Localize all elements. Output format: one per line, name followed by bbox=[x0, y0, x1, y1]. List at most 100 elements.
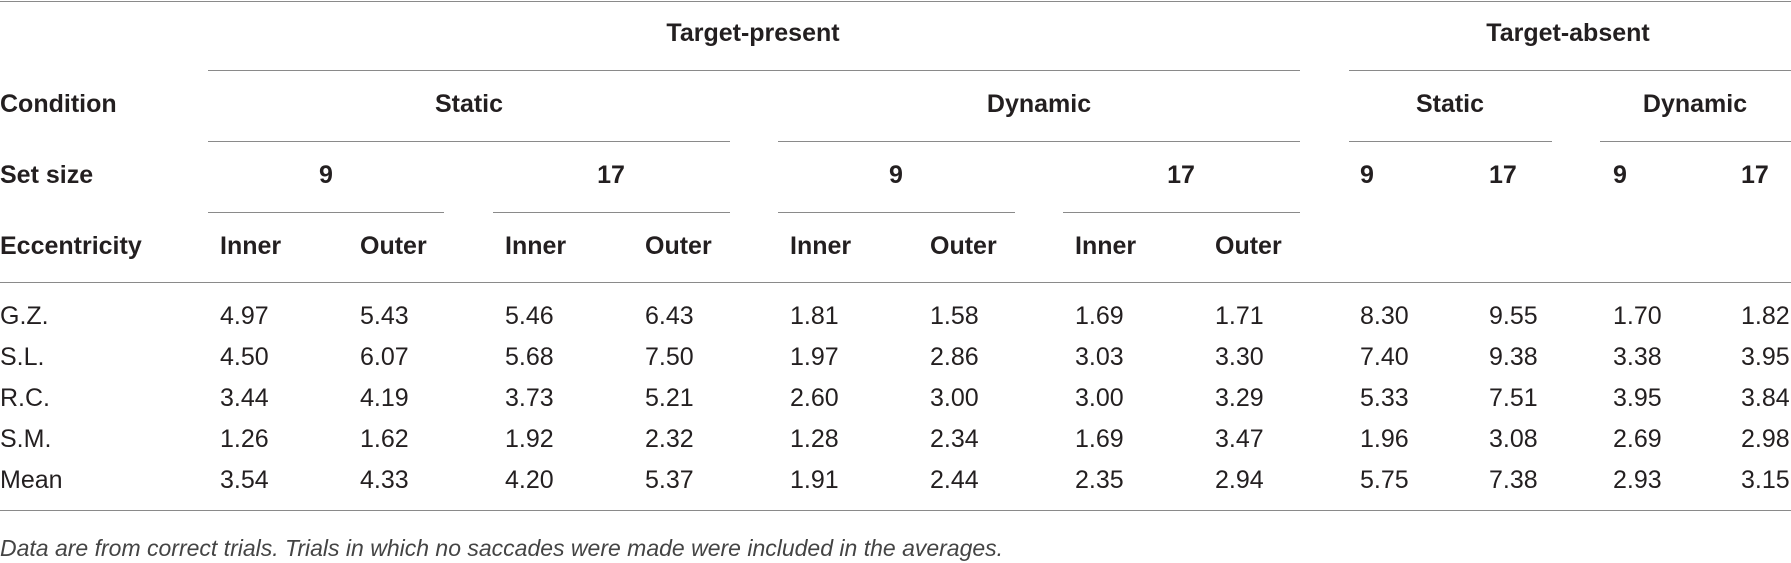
present-static-9-outer: Outer bbox=[360, 232, 427, 260]
table-cell: 1.96 bbox=[1360, 425, 1409, 453]
table-cell: 2.32 bbox=[645, 425, 694, 453]
table-cell: 1.91 bbox=[790, 466, 839, 494]
table-cell: 4.50 bbox=[220, 343, 269, 371]
table-cell: 1.82 bbox=[1741, 302, 1790, 330]
table-cell: 1.70 bbox=[1613, 302, 1662, 330]
table-row-label: S.L. bbox=[0, 343, 45, 371]
table-cell: 5.21 bbox=[645, 384, 694, 412]
table-cell: 6.43 bbox=[645, 302, 694, 330]
top-rule bbox=[0, 1, 1791, 2]
table-cell: 5.46 bbox=[505, 302, 554, 330]
table-cell: 1.81 bbox=[790, 302, 839, 330]
absent-rule bbox=[1349, 70, 1791, 71]
table-cell: 2.93 bbox=[1613, 466, 1662, 494]
table-cell: 3.00 bbox=[1075, 384, 1124, 412]
table-cell: 1.97 bbox=[790, 343, 839, 371]
table-cell: 1.58 bbox=[930, 302, 979, 330]
dynamic-9-rule bbox=[778, 212, 1015, 213]
table-cell: 3.47 bbox=[1215, 425, 1264, 453]
table-cell: 3.73 bbox=[505, 384, 554, 412]
table-cell: 2.60 bbox=[790, 384, 839, 412]
dynamic-17-rule bbox=[1063, 212, 1300, 213]
present-dynamic-9-outer: Outer bbox=[930, 232, 997, 260]
table-cell: 5.68 bbox=[505, 343, 554, 371]
absent-static-17-header: 17 bbox=[1489, 161, 1517, 189]
table-cell: 3.03 bbox=[1075, 343, 1124, 371]
table-cell: 1.69 bbox=[1075, 302, 1124, 330]
table-cell: 1.71 bbox=[1215, 302, 1264, 330]
table-cell: 9.38 bbox=[1489, 343, 1538, 371]
group-target-absent: Target-absent bbox=[1486, 19, 1650, 47]
body-bottom-rule bbox=[0, 510, 1791, 511]
absent-static-header: Static bbox=[1415, 90, 1485, 118]
present-dynamic-17-inner: Inner bbox=[1075, 232, 1137, 260]
table-cell: 2.98 bbox=[1741, 425, 1790, 453]
table-cell: 3.95 bbox=[1741, 343, 1790, 371]
row-label-condition: Condition bbox=[0, 90, 117, 118]
table-cell: 3.95 bbox=[1613, 384, 1662, 412]
table-footnote: Data are from correct trials. Trials in … bbox=[0, 535, 1004, 561]
absent-dynamic-9-header: 9 bbox=[1613, 161, 1627, 189]
table-cell: 9.55 bbox=[1489, 302, 1538, 330]
table-cell: 4.20 bbox=[505, 466, 554, 494]
table-cell: 1.92 bbox=[505, 425, 554, 453]
table-cell: 3.00 bbox=[930, 384, 979, 412]
table-cell: 4.97 bbox=[220, 302, 269, 330]
table-cell: 5.37 bbox=[645, 466, 694, 494]
group-target-present: Target-present bbox=[666, 19, 840, 47]
table-cell: 4.33 bbox=[360, 466, 409, 494]
table-row-label: S.M. bbox=[0, 425, 52, 453]
table-cell: 3.54 bbox=[220, 466, 269, 494]
present-static-9-inner: Inner bbox=[220, 232, 282, 260]
present-static-17-header: 17 bbox=[597, 161, 625, 189]
table-cell: 2.34 bbox=[930, 425, 979, 453]
table-cell: 5.43 bbox=[360, 302, 409, 330]
present-static-17-inner: Inner bbox=[505, 232, 567, 260]
table-cell: 6.07 bbox=[360, 343, 409, 371]
table-cell: 1.69 bbox=[1075, 425, 1124, 453]
absent-dynamic-17-header: 17 bbox=[1741, 161, 1769, 189]
present-static-17-outer: Outer bbox=[645, 232, 712, 260]
present-rule bbox=[208, 70, 1300, 71]
table-row-label: G.Z. bbox=[0, 302, 49, 330]
table-row-label: R.C. bbox=[0, 384, 50, 412]
static-9-rule bbox=[208, 212, 444, 213]
present-dynamic-rule bbox=[778, 141, 1300, 142]
table-cell: 5.75 bbox=[1360, 466, 1409, 494]
present-static-rule bbox=[208, 141, 730, 142]
table-cell: 2.44 bbox=[930, 466, 979, 494]
table-cell: 3.29 bbox=[1215, 384, 1264, 412]
absent-dynamic-rule bbox=[1600, 141, 1791, 142]
table-cell: 7.40 bbox=[1360, 343, 1409, 371]
table-cell: 3.30 bbox=[1215, 343, 1264, 371]
row-label-eccentricity: Eccentricity bbox=[0, 232, 142, 260]
absent-dynamic-header: Dynamic bbox=[1642, 90, 1748, 118]
table-cell: 1.26 bbox=[220, 425, 269, 453]
present-dynamic-17-outer: Outer bbox=[1215, 232, 1282, 260]
table-cell: 3.15 bbox=[1741, 466, 1790, 494]
present-dynamic-header: Dynamic bbox=[986, 90, 1092, 118]
table-cell: 3.38 bbox=[1613, 343, 1662, 371]
table-cell: 3.08 bbox=[1489, 425, 1538, 453]
present-dynamic-9-header: 9 bbox=[889, 161, 903, 189]
header-bottom-rule bbox=[0, 282, 1791, 283]
table-cell: 2.69 bbox=[1613, 425, 1662, 453]
table-cell: 2.86 bbox=[930, 343, 979, 371]
table-cell: 1.62 bbox=[360, 425, 409, 453]
table-cell: 2.35 bbox=[1075, 466, 1124, 494]
table-cell: 1.28 bbox=[790, 425, 839, 453]
present-dynamic-9-inner: Inner bbox=[790, 232, 852, 260]
absent-static-9-header: 9 bbox=[1360, 161, 1374, 189]
table-cell: 3.44 bbox=[220, 384, 269, 412]
absent-static-rule bbox=[1349, 141, 1552, 142]
row-label-set-size: Set size bbox=[0, 161, 94, 189]
table-cell: 2.94 bbox=[1215, 466, 1264, 494]
table-cell: 3.84 bbox=[1741, 384, 1790, 412]
table-cell: 7.38 bbox=[1489, 466, 1538, 494]
present-static-9-header: 9 bbox=[319, 161, 333, 189]
present-static-header: Static bbox=[434, 90, 504, 118]
static-17-rule bbox=[493, 212, 730, 213]
table-cell: 7.50 bbox=[645, 343, 694, 371]
table-cell: 4.19 bbox=[360, 384, 409, 412]
